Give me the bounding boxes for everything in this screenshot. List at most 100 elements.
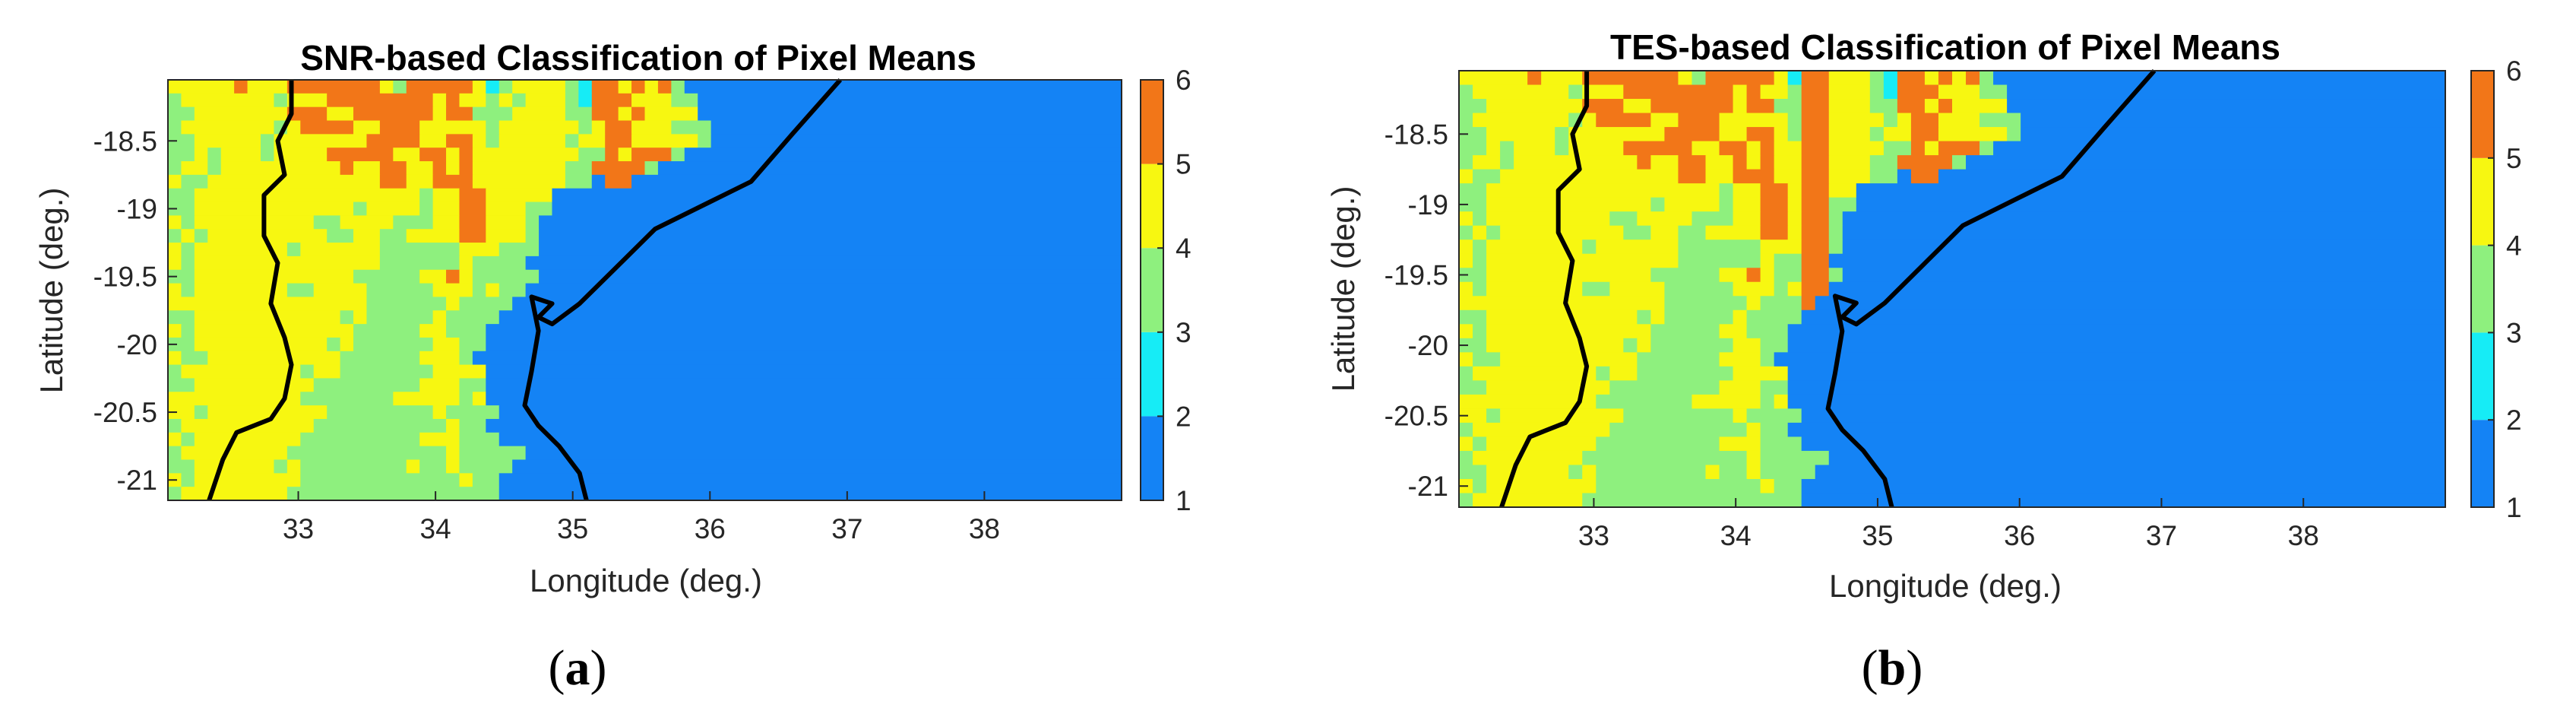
y-tick-label: -19.5 <box>1385 259 1448 290</box>
heatmap-cell <box>181 364 301 379</box>
heatmap-cell <box>486 80 500 94</box>
heatmap-cell <box>1924 99 1939 114</box>
heatmap-cell <box>486 134 500 148</box>
heatmap-cell <box>446 324 486 338</box>
heatmap-cell <box>1473 225 1487 240</box>
heatmap-cell <box>459 392 473 406</box>
heatmap-cell <box>446 297 460 311</box>
heatmap-cell <box>1801 281 1830 297</box>
heatmap-cell <box>353 202 368 216</box>
heatmap-cell <box>1678 71 1693 86</box>
heatmap-cell <box>1541 71 1583 86</box>
heatmap-cell <box>1746 422 1761 438</box>
heatmap-cell <box>472 473 500 487</box>
panel-a-title: SNR-based Classification of Pixel Means <box>300 38 976 78</box>
heatmap-cell <box>1746 296 1761 311</box>
colorbar-tick-label: 2 <box>2506 405 2522 436</box>
heatmap-cell <box>168 364 182 379</box>
colorbar-tick-label: 6 <box>2506 56 2522 87</box>
heatmap-cell <box>1760 338 1789 353</box>
heatmap-cell <box>1869 84 1885 100</box>
heatmap-cell <box>591 106 619 122</box>
heatmap-cell <box>539 243 1122 257</box>
heatmap-cell <box>1774 253 1802 268</box>
heatmap-cell <box>1500 169 1679 184</box>
heatmap-cell <box>1787 380 2446 395</box>
heatmap-cell <box>194 243 288 257</box>
heatmap-cell <box>1691 211 1734 227</box>
heatmap-cell <box>393 215 434 230</box>
heatmap-cell <box>274 148 328 162</box>
heatmap-cell <box>168 337 195 352</box>
heatmap-cell <box>512 459 1122 474</box>
heatmap-cell <box>432 310 447 325</box>
heatmap-cell <box>446 446 460 461</box>
heatmap-cell <box>498 310 1122 325</box>
heatmap-cell <box>1760 268 1775 283</box>
heatmap-cell <box>1623 141 1693 156</box>
heatmap-cell <box>1733 155 1748 170</box>
heatmap-cell <box>591 174 606 189</box>
heatmap-cell <box>1815 465 2446 480</box>
heatmap-cell <box>1787 324 2446 339</box>
heatmap-cell <box>1869 71 1885 86</box>
heatmap-cell <box>698 106 1122 122</box>
heatmap-cell <box>340 364 434 379</box>
heatmap-cell <box>459 297 513 311</box>
heatmap-cell <box>1842 240 2446 255</box>
heatmap-cell <box>1924 141 1939 156</box>
heatmap-cell <box>486 229 527 243</box>
heatmap-cell <box>432 188 460 203</box>
heatmap-cell <box>1459 309 1487 325</box>
heatmap-cell <box>1527 71 1542 86</box>
heatmap-cell <box>459 269 473 284</box>
heatmap-cell <box>194 215 315 230</box>
heatmap-cell <box>1952 71 1967 86</box>
heatmap-cell <box>406 80 473 94</box>
heatmap-cell <box>578 134 606 148</box>
heatmap-cell <box>618 80 632 94</box>
heatmap-cell <box>1828 155 1871 170</box>
heatmap-cell <box>1650 113 1679 128</box>
heatmap-cell <box>486 418 1122 433</box>
heatmap-cell <box>1869 99 1898 114</box>
heatmap-cell <box>1596 478 1761 494</box>
heatmap-cell <box>1733 309 1748 325</box>
heatmap-cell <box>1760 296 1802 311</box>
heatmap-cell <box>486 378 1122 392</box>
heatmap-cell <box>1705 155 1734 170</box>
heatmap-cell <box>472 174 566 189</box>
heatmap-cell <box>168 229 182 243</box>
x-tick-label: 35 <box>557 513 588 544</box>
heatmap-cell <box>194 432 301 447</box>
heatmap-cell <box>1459 380 1487 395</box>
heatmap-cell <box>194 134 261 148</box>
heatmap-cell <box>498 134 566 148</box>
heatmap-cell <box>446 106 473 122</box>
heatmap-cell <box>1828 99 1871 114</box>
heatmap-cell <box>300 120 354 135</box>
heatmap-cell <box>379 243 460 257</box>
heatmap-cell <box>1459 155 1473 170</box>
heatmap-cell <box>486 202 527 216</box>
colorbar-tick-label: 1 <box>2506 492 2522 523</box>
heatmap-cell <box>1993 71 2446 86</box>
heatmap-cell <box>1760 352 1775 367</box>
heatmap-cell <box>1459 253 1473 268</box>
heatmap-cell <box>446 269 460 284</box>
heatmap-cell <box>419 324 447 338</box>
heatmap-cell <box>300 473 460 487</box>
heatmap-cell <box>710 134 1122 148</box>
heatmap-cell <box>1760 240 1802 255</box>
heatmap-cell <box>1979 113 2021 128</box>
heatmap-cell <box>1856 197 2446 212</box>
heatmap-cell <box>1883 127 1912 142</box>
heatmap-cell <box>1637 352 1720 367</box>
heatmap-cell <box>1486 99 1583 114</box>
heatmap-cell <box>1459 71 1528 86</box>
heatmap-cell <box>168 405 195 420</box>
heatmap-cell <box>220 148 261 162</box>
heatmap-cell <box>1473 324 1487 339</box>
heatmap-cell <box>194 255 381 271</box>
colorbar-tick-label: 5 <box>1176 149 1191 180</box>
